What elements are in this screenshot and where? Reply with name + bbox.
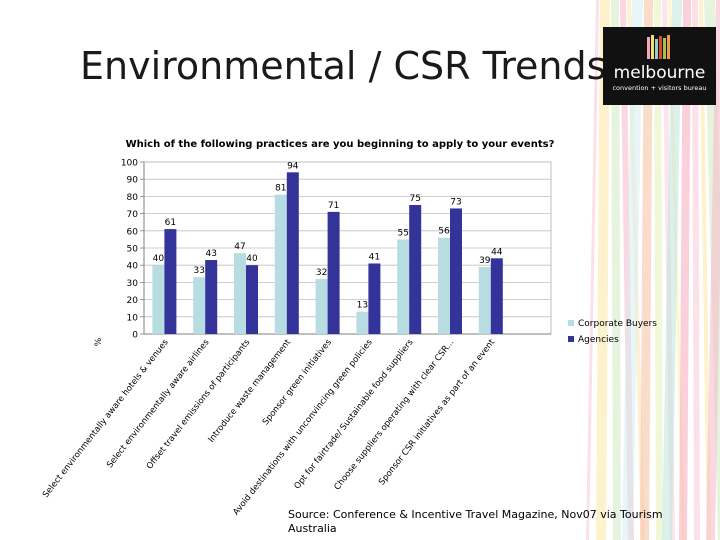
chart-title: Which of the following practices are you… bbox=[126, 139, 555, 150]
decorative-stripe bbox=[679, 0, 691, 540]
decorative-stripe bbox=[596, 0, 610, 540]
data-label: 81 bbox=[275, 184, 286, 194]
bar-agencies bbox=[205, 260, 218, 334]
bar-corporate-buyers bbox=[193, 277, 206, 334]
bar-corporate-buyers bbox=[478, 266, 491, 334]
bar-corporate-buyers bbox=[356, 311, 369, 334]
data-label: 41 bbox=[369, 252, 380, 262]
data-label: 43 bbox=[205, 249, 216, 259]
data-label: 40 bbox=[246, 254, 258, 264]
decorative-stripe bbox=[654, 0, 663, 540]
data-label: 75 bbox=[409, 194, 420, 204]
bar-corporate-buyers bbox=[152, 265, 165, 334]
legend-swatch bbox=[568, 336, 574, 342]
decorative-stripe bbox=[699, 0, 711, 540]
legend-entry: Corporate Buyers bbox=[578, 319, 657, 329]
y-tick-label: 0 bbox=[132, 331, 138, 341]
y-tick-label: 30 bbox=[127, 279, 139, 289]
bar-agencies bbox=[327, 211, 340, 334]
decorative-stripe bbox=[611, 0, 621, 540]
bar-corporate-buyers bbox=[234, 253, 246, 334]
data-label: 39 bbox=[479, 256, 491, 266]
bar-agencies bbox=[368, 263, 381, 334]
decorative-stripe bbox=[586, 0, 599, 540]
data-label: 44 bbox=[491, 247, 503, 257]
y-tick-label: 60 bbox=[127, 227, 139, 237]
bar-agencies bbox=[409, 205, 422, 334]
bar-agencies bbox=[490, 258, 503, 334]
bar-agencies bbox=[246, 265, 258, 334]
x-tick-label: Introduce waste management bbox=[207, 337, 294, 444]
data-label: 61 bbox=[165, 218, 176, 228]
y-tick-label: 100 bbox=[121, 159, 138, 169]
slide-title: Environmental / CSR Trends bbox=[80, 44, 607, 88]
legend-entry: Agencies bbox=[578, 335, 619, 345]
x-tick-label: Sponsor green initiatives bbox=[261, 337, 334, 427]
bar-corporate-buyers bbox=[397, 239, 410, 334]
data-label: 47 bbox=[234, 242, 245, 252]
data-label: 56 bbox=[438, 227, 450, 237]
decorative-stripe bbox=[692, 0, 700, 540]
data-label: 94 bbox=[287, 161, 299, 171]
y-tick-label: 40 bbox=[127, 262, 139, 272]
decorative-stripe bbox=[662, 0, 682, 540]
chart-legend: Corporate Buyers Agencies bbox=[568, 319, 657, 345]
melbourne-logo: melbourne convention + visitors bureau bbox=[603, 27, 716, 105]
logo-wordmark: melbourne bbox=[613, 63, 706, 83]
bar-corporate-buyers bbox=[274, 194, 287, 334]
data-label: 40 bbox=[153, 254, 165, 264]
bar-agencies bbox=[286, 172, 299, 334]
y-tick-label: 20 bbox=[127, 296, 139, 306]
y-tick-label: 50 bbox=[127, 245, 139, 255]
bar-corporate-buyers bbox=[438, 237, 450, 334]
bar-agencies bbox=[450, 208, 462, 334]
data-label: 32 bbox=[316, 268, 327, 278]
data-label: 33 bbox=[193, 266, 204, 276]
data-label: 55 bbox=[397, 228, 408, 238]
x-tick-label: Avoid destinations with unconvincing gre… bbox=[231, 337, 375, 517]
source-citation: Source: Conference & Incentive Travel Ma… bbox=[288, 508, 663, 535]
data-label: 13 bbox=[357, 301, 368, 311]
y-tick-label: 10 bbox=[127, 313, 139, 323]
data-label: 71 bbox=[328, 201, 339, 211]
y-axis-label: % bbox=[94, 337, 104, 346]
logo-tagline: convention + visitors bureau bbox=[612, 84, 707, 92]
decorative-stripe bbox=[640, 0, 653, 540]
legend-swatch bbox=[568, 320, 574, 326]
y-tick-label: 70 bbox=[127, 210, 139, 220]
chart-bars bbox=[152, 172, 503, 334]
bar-corporate-buyers bbox=[315, 278, 328, 334]
logo-mark-icon bbox=[647, 35, 670, 59]
y-tick-label: 90 bbox=[127, 176, 139, 186]
data-label: 73 bbox=[450, 197, 461, 207]
decorative-stripe bbox=[706, 0, 720, 540]
decorative-stripe bbox=[622, 0, 643, 540]
y-tick-label: 80 bbox=[127, 193, 139, 203]
bar-agencies bbox=[164, 229, 177, 334]
